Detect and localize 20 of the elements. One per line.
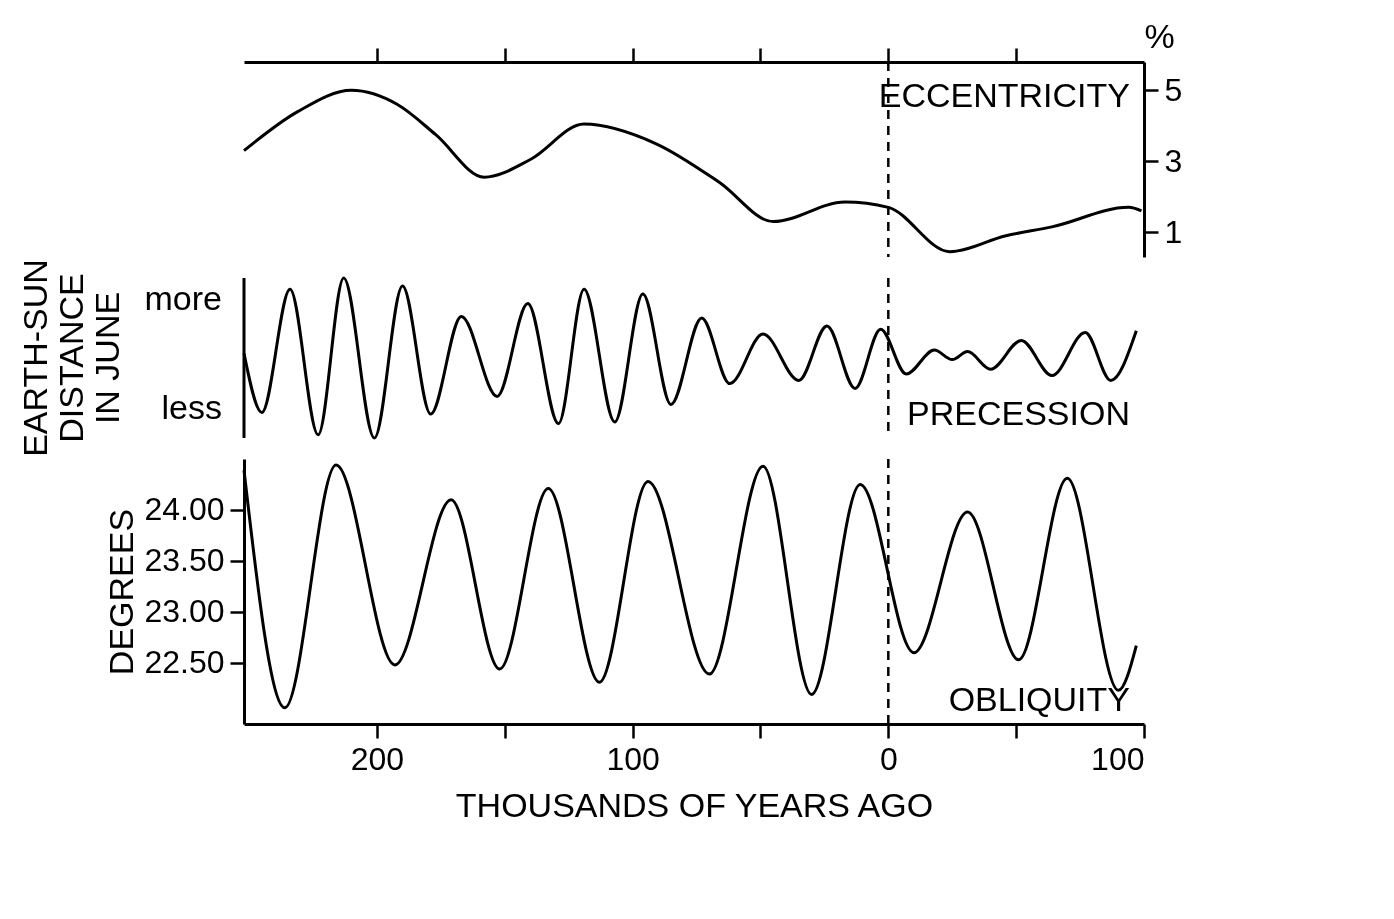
y2-tick-label: 5 xyxy=(1164,71,1183,108)
series-label: PRECESSION xyxy=(907,394,1130,432)
y2-axis-title: % xyxy=(1144,16,1175,55)
x-tick-label: 100 xyxy=(606,740,660,777)
legend-label: ECCENTRICITY xyxy=(878,76,1130,114)
y-axis-title: DEGREES xyxy=(102,508,141,676)
x-tick-label: 0 xyxy=(879,740,898,777)
y-tick-label: 22.50 xyxy=(144,644,225,681)
text: more xyxy=(144,279,222,318)
x-tick-label: 100 xyxy=(1091,740,1145,777)
text: less xyxy=(161,388,222,427)
y2-tick-label: 3 xyxy=(1164,142,1183,179)
y-axis-title: EARTH-SUN DISTANCE IN JUNE xyxy=(16,259,126,457)
series-label: OBLIQUITY xyxy=(948,680,1130,718)
y2-tick-label: 1 xyxy=(1164,213,1183,250)
y-tick-label: 23.50 xyxy=(144,542,225,579)
x-axis-title: THOUSANDS OF YEARS AGO xyxy=(455,785,934,824)
x-tick-label: 200 xyxy=(350,740,405,777)
y-tick-label: 24.00 xyxy=(144,491,225,528)
y-tick-label: 23.00 xyxy=(144,593,225,630)
